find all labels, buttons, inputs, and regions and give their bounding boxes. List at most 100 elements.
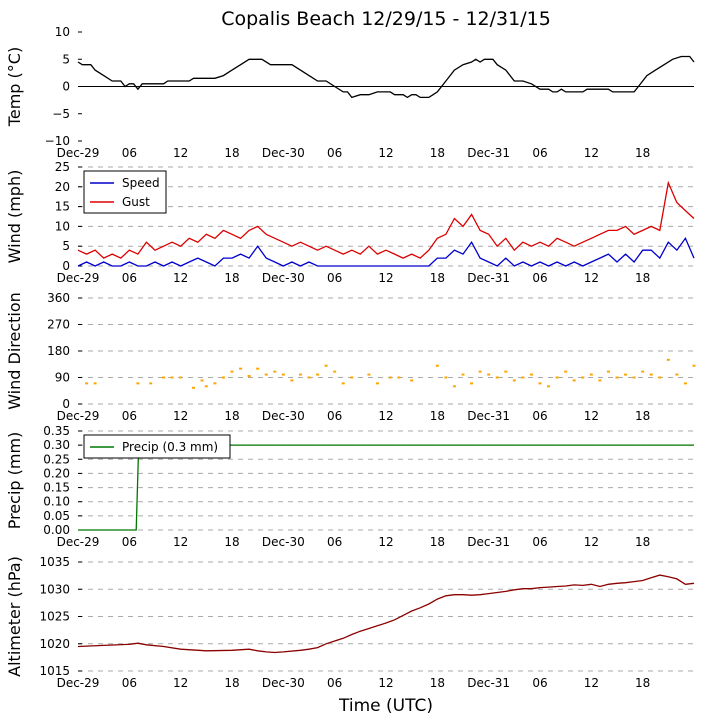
panel-precip: 0.000.050.100.150.200.250.300.35 Dec-29 06… bbox=[5, 424, 694, 549]
x-tick-label: 12 bbox=[378, 146, 393, 160]
x-tick-label: Dec-31 bbox=[467, 146, 510, 160]
data-point bbox=[316, 373, 320, 376]
data-point bbox=[367, 373, 371, 376]
legend-label: Precip (0.3 mm) bbox=[122, 440, 218, 454]
data-point bbox=[461, 373, 465, 376]
data-point bbox=[555, 376, 559, 379]
x-tick-label: 18 bbox=[635, 409, 650, 423]
legend-label: Speed bbox=[122, 176, 160, 190]
x-tick-label: Dec-29 bbox=[57, 271, 100, 285]
data-point bbox=[204, 385, 208, 388]
data-point bbox=[264, 373, 268, 376]
x-tick-label: 06 bbox=[532, 535, 547, 549]
legend: Precip (0.3 mm) bbox=[83, 434, 231, 459]
chart-title: Copalis Beach 12/29/15 - 12/31/15 bbox=[221, 8, 551, 30]
y-tick-label: 0.20 bbox=[43, 466, 70, 480]
x-tick-label: 12 bbox=[584, 676, 599, 690]
y-tick-label: 25 bbox=[55, 160, 70, 174]
y-tick-label: 5 bbox=[62, 52, 70, 66]
data-point bbox=[615, 376, 619, 379]
y-tick-label: 90 bbox=[55, 371, 70, 385]
x-tick-label: 18 bbox=[430, 146, 445, 160]
y-tick-label: 360 bbox=[47, 291, 70, 305]
data-point bbox=[397, 376, 401, 379]
data-point bbox=[675, 373, 679, 376]
data-point bbox=[692, 364, 696, 367]
x-tick-label: 06 bbox=[327, 535, 342, 549]
data-point bbox=[495, 376, 499, 379]
panel-altimeter: 1015 1020 1025 1030 1035 Dec-29 06 12 18 Dec-30 06… bbox=[5, 555, 695, 690]
data-point bbox=[179, 376, 183, 379]
y-axis-label: Altimeter (hPa) bbox=[5, 556, 24, 677]
data-point bbox=[162, 376, 166, 379]
data-point bbox=[504, 370, 508, 373]
x-tick-label: 06 bbox=[532, 146, 547, 160]
data-point bbox=[564, 370, 568, 373]
x-tick-label: 18 bbox=[635, 676, 650, 690]
panel-wind: 0 5 10 15 20 25 Dec-29 06 12 18 Dec-30 06 12 18 Dec-31… bbox=[5, 160, 695, 285]
data-point bbox=[452, 385, 456, 388]
x-tick-label: 12 bbox=[584, 535, 599, 549]
data-point bbox=[410, 379, 414, 382]
legend-box bbox=[83, 434, 231, 459]
x-tick-label: 12 bbox=[378, 535, 393, 549]
data-point bbox=[290, 379, 294, 382]
x-tick-label: Dec-29 bbox=[57, 676, 100, 690]
x-tick-label: 18 bbox=[430, 271, 445, 285]
x-tick-label: 18 bbox=[430, 535, 445, 549]
x-tick-label: 18 bbox=[224, 271, 239, 285]
series-line-precip-0-3-mm- bbox=[78, 444, 694, 531]
x-tick-label: 18 bbox=[224, 409, 239, 423]
x-tick-label: Dec-30 bbox=[262, 146, 305, 160]
data-point bbox=[333, 370, 337, 373]
y-tick-label: 0.35 bbox=[43, 424, 70, 438]
x-tick-label: Dec-31 bbox=[467, 409, 510, 423]
data-point bbox=[581, 376, 585, 379]
data-point bbox=[589, 373, 593, 376]
x-tick-label: 18 bbox=[224, 146, 239, 160]
x-tick-label: 06 bbox=[122, 676, 137, 690]
y-tick-label: 0.00 bbox=[43, 523, 70, 537]
y-tick-label: 0.10 bbox=[43, 495, 70, 509]
x-tick-label: 18 bbox=[635, 535, 650, 549]
legend: Speed Gust bbox=[83, 170, 167, 214]
series-line-altimeter bbox=[77, 574, 695, 654]
y-tick-label: 0 bbox=[62, 259, 70, 273]
x-tick-label: Dec-31 bbox=[467, 271, 510, 285]
data-point bbox=[239, 367, 243, 370]
x-tick-label: 12 bbox=[378, 676, 393, 690]
y-tick-label: 0.25 bbox=[43, 452, 70, 466]
x-tick-label: 12 bbox=[173, 535, 188, 549]
x-tick-label: 18 bbox=[224, 676, 239, 690]
data-point bbox=[478, 370, 482, 373]
data-point bbox=[307, 376, 311, 379]
y-tick-label: 0.05 bbox=[43, 509, 70, 523]
data-point bbox=[606, 370, 610, 373]
data-point bbox=[572, 379, 576, 382]
legend-label: Gust bbox=[122, 195, 150, 209]
x-tick-label: 06 bbox=[532, 271, 547, 285]
x-tick-label: 06 bbox=[327, 146, 342, 160]
y-tick-label: 10 bbox=[55, 25, 70, 39]
x-tick-label: Dec-30 bbox=[262, 535, 305, 549]
data-point bbox=[221, 376, 225, 379]
data-point bbox=[324, 364, 328, 367]
y-tick-label: 1020 bbox=[39, 637, 70, 651]
y-tick-label: 270 bbox=[47, 318, 70, 332]
x-axis-label: Time (UTC) bbox=[338, 696, 433, 716]
series-line-speed bbox=[77, 236, 695, 267]
x-tick-label: 12 bbox=[173, 271, 188, 285]
x-tick-label: 06 bbox=[327, 271, 342, 285]
y-tick-label: 20 bbox=[55, 180, 70, 194]
y-tick-label: 0 bbox=[62, 80, 70, 94]
x-tick-label: 06 bbox=[122, 535, 137, 549]
data-point bbox=[149, 382, 153, 385]
x-tick-label: 18 bbox=[430, 409, 445, 423]
x-tick-label: 06 bbox=[532, 676, 547, 690]
data-point bbox=[170, 376, 174, 379]
data-point bbox=[658, 376, 662, 379]
legend-box bbox=[83, 170, 167, 214]
x-tick-label: Dec-31 bbox=[467, 676, 510, 690]
data-point bbox=[388, 376, 392, 379]
